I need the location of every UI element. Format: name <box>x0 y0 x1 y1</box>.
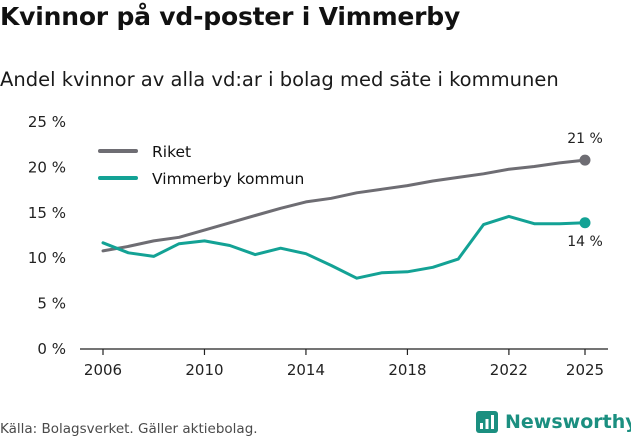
x-tick-label: 2006 <box>84 361 122 379</box>
y-tick-label: 20 % <box>28 158 66 176</box>
y-tick-label: 25 % <box>28 113 66 131</box>
series-line-riket <box>101 158 587 253</box>
x-tick-label: 2025 <box>566 361 604 379</box>
brand-logo: Newsworthy <box>475 410 631 434</box>
brand-name: Newsworthy <box>505 411 631 433</box>
y-tick-label: 10 % <box>28 249 66 267</box>
y-tick-label: 0 % <box>37 340 66 358</box>
y-tick-label: 15 % <box>28 204 66 222</box>
series-line-vimmerby-kommun <box>101 214 587 280</box>
legend-label-riket: Riket <box>152 143 191 161</box>
end-label-vimmerby-kommun: 14 % <box>567 234 603 250</box>
end-label-riket: 21 % <box>567 131 603 147</box>
source-note: Källa: Bolagsverket. Gäller aktiebolag. <box>0 421 258 437</box>
x-tick-label: 2022 <box>490 361 528 379</box>
legend-label-vimmerby-kommun: Vimmerby kommun <box>152 170 304 188</box>
chart-axes: 0 % 5 % 10 % 15 % 20 % 25 % 2006 2010 2014 2018 20… <box>28 113 608 379</box>
x-tick-label: 2018 <box>388 361 426 379</box>
chart-series: 21 % 14 % <box>101 131 603 280</box>
x-tick-label: 2010 <box>185 361 223 379</box>
chart-legend: Riket Vimmerby kommun <box>98 143 304 188</box>
newsworthy-logo-icon <box>476 411 498 433</box>
end-point-vimmerby-kommun <box>579 217 591 229</box>
x-tick-label: 2014 <box>287 361 325 379</box>
chart-title: Kvinnor på vd-poster i Vimmerby <box>0 2 461 31</box>
end-point-riket <box>579 154 591 166</box>
y-tick-label: 5 % <box>37 295 66 313</box>
chart-subtitle: Andel kvinnor av alla vd:ar i bolag med … <box>0 68 559 91</box>
line-chart: 0 % 5 % 10 % 15 % 20 % 25 % 2006 2010 2014 2018 20… <box>28 113 608 379</box>
